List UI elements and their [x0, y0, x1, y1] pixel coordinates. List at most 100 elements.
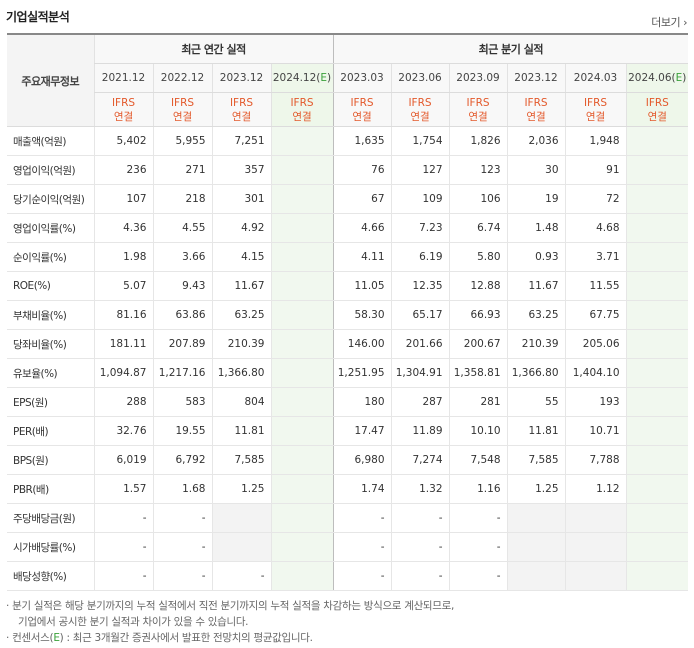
cell-value: 4.55	[152, 213, 212, 243]
row-label: EPS(원)	[7, 387, 94, 417]
cell-value: 1.32	[390, 474, 450, 504]
cell-value: 207.89	[152, 329, 212, 359]
row-label: 영업이익(억원)	[7, 155, 94, 185]
cell-value: 7,251	[211, 126, 271, 156]
cell-value: 7.23	[390, 213, 450, 243]
period-header: 2021.12	[93, 63, 153, 93]
cell-value: 210.39	[506, 329, 566, 359]
period-header: 2024.12(E)	[270, 63, 334, 93]
cell-value: 4.11	[332, 242, 392, 272]
period-header: 2023.12	[211, 63, 271, 93]
cell-value	[625, 387, 689, 417]
row-label: BPS(원)	[7, 445, 94, 475]
cell-value	[625, 416, 689, 446]
cell-value: 123	[448, 155, 508, 185]
cell-value: 1.25	[506, 474, 566, 504]
cell-value: 218	[152, 184, 212, 214]
cell-value	[625, 561, 689, 591]
cell-value	[625, 503, 689, 533]
cell-value	[270, 416, 334, 446]
cell-value: -	[448, 532, 508, 562]
cell-value	[625, 242, 689, 272]
period-header: 2024.03	[564, 63, 627, 93]
cell-value: 1,754	[390, 126, 450, 156]
estimate-mark: E	[675, 72, 683, 84]
cell-value: 11.67	[506, 271, 566, 301]
footnote-2: · 컨센서스(E) : 최근 3개월간 증권사에서 발표한 전망치의 평균값입니…	[6, 630, 454, 646]
estimate-mark: E	[320, 72, 328, 84]
annual-group-header: 최근 연간 실적	[93, 34, 334, 64]
cell-value	[270, 155, 334, 185]
ifrs-label: IFRS	[111, 96, 136, 109]
basis-label: 연결	[292, 110, 312, 123]
period-header: 2024.06(E)	[625, 63, 689, 93]
row-label: 시가배당률(%)	[7, 532, 94, 562]
ifrs-label: IFRS	[290, 96, 314, 109]
cell-value	[625, 155, 689, 185]
cell-value	[564, 503, 627, 533]
row-label: 주당배당금(원)	[7, 503, 94, 533]
table-row: PBR(배) 1.57 1.68 1.25 1.74 1.32 1.16 1.25 1.12	[7, 474, 689, 504]
footnote-2-prefix: · 컨센서스(	[6, 632, 54, 644]
cell-value: 4.66	[332, 213, 392, 243]
basis-label: 연결	[172, 110, 193, 123]
cell-value: 4.15	[211, 242, 271, 272]
cell-value: 11.81	[506, 416, 566, 446]
cell-value	[625, 445, 689, 475]
cell-value	[564, 561, 627, 591]
cell-value: 301	[211, 184, 271, 214]
cell-value: 4.68	[564, 213, 627, 243]
consensus-e-mark: E	[53, 632, 60, 644]
cell-value: 63.25	[506, 300, 566, 330]
cell-value: 63.86	[152, 300, 212, 330]
more-link[interactable]: 더보기 ›	[651, 16, 687, 29]
cell-value: 804	[211, 387, 271, 417]
cell-value	[270, 445, 334, 475]
basis-label: 연결	[585, 110, 606, 123]
row-label: 매출액(억원)	[7, 126, 94, 156]
table-row: BPS(원) 6,019 6,792 7,585 6,980 7,274 7,548 7,58…	[7, 445, 689, 475]
cell-value	[506, 532, 566, 562]
cell-value: -	[152, 532, 212, 562]
cell-value: 5.07	[93, 271, 153, 301]
period-header: 2023.06	[390, 63, 450, 93]
table-row: 순이익률(%) 1.98 3.66 4.15 4.11 6.19 5.80 0.93 3.71	[7, 242, 689, 272]
accounting-basis-header: IFRS 연결	[390, 92, 450, 127]
ifrs-label: IFRS	[524, 96, 548, 109]
cell-value: 32.76	[93, 416, 153, 446]
cell-value: 3.71	[564, 242, 627, 272]
cell-value: 17.47	[332, 416, 392, 446]
accounting-basis-header: IFRS 연결	[448, 92, 508, 127]
cell-value	[625, 329, 689, 359]
cell-value: 72	[564, 184, 627, 214]
cell-value: 193	[564, 387, 627, 417]
cell-value: 271	[152, 155, 212, 185]
cell-value: 6,019	[93, 445, 153, 475]
cell-value: -	[93, 503, 153, 533]
cell-value: -	[152, 561, 212, 591]
cell-value: 6,792	[152, 445, 212, 475]
row-label: 유보율(%)	[7, 358, 94, 388]
accounting-basis-header: IFRS 연결	[93, 92, 153, 127]
cell-value: 7,585	[211, 445, 271, 475]
cell-value	[211, 532, 271, 562]
table-row: EPS(원) 288 583 804 180 287 281 55 193	[7, 387, 689, 417]
quarter-group-header: 최근 분기 실적	[332, 34, 689, 64]
ifrs-label: IFRS	[466, 96, 490, 109]
cell-value: 5,402	[93, 126, 153, 156]
cell-value: 67.75	[564, 300, 627, 330]
cell-value: 5.80	[448, 242, 508, 272]
cell-value: -	[448, 561, 508, 591]
cell-value: 58.30	[332, 300, 392, 330]
cell-value: 19	[506, 184, 566, 214]
accounting-basis-header: IFRS 연결	[152, 92, 212, 127]
cell-value	[625, 271, 689, 301]
cell-value: -	[211, 561, 271, 591]
ifrs-label: IFRS	[170, 96, 195, 109]
cell-value: 67	[332, 184, 392, 214]
performance-table: 주요재무정보 최근 연간 실적 최근 분기 실적 2021.12 2022.12 2…	[7, 33, 689, 591]
row-label: PBR(배)	[7, 474, 94, 504]
cell-value: 1.16	[448, 474, 508, 504]
period-header: 2023.12	[506, 63, 566, 93]
basis-label: 연결	[113, 110, 134, 123]
